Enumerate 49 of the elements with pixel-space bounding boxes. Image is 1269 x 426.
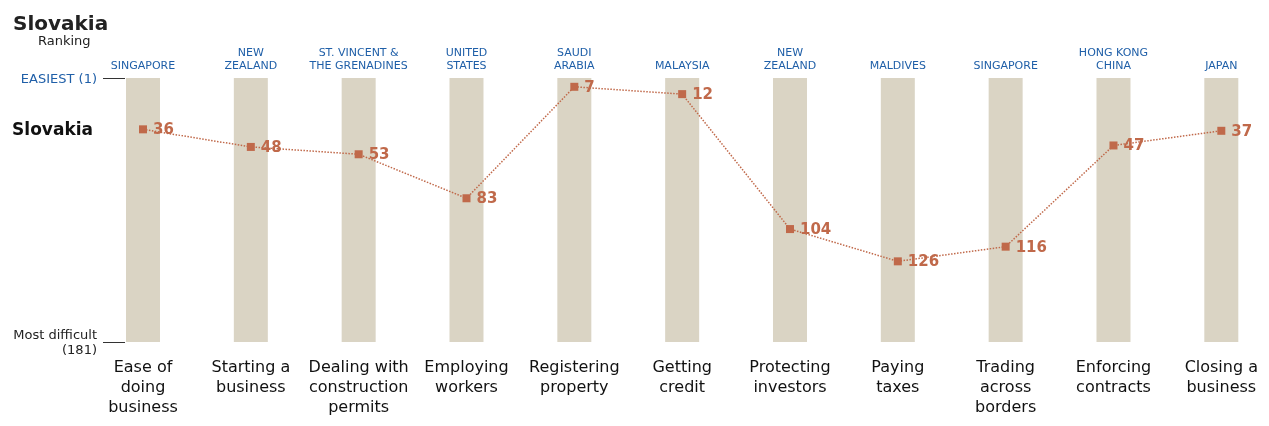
- x-tick-label: Paying taxes: [871, 356, 925, 396]
- x-tick-label: Protecting investors: [749, 356, 831, 396]
- x-tick-label: Employing workers: [424, 356, 509, 396]
- chart-title: Slovakia: [13, 11, 109, 35]
- text: Slovakia: [12, 119, 93, 140]
- data-label: 83: [476, 189, 498, 208]
- point: [139, 125, 147, 134]
- x-tick-label: Dealing with construction permits: [308, 356, 409, 416]
- x-tick-label: Starting a business: [211, 356, 291, 396]
- text: MALAYSIA: [653, 59, 711, 72]
- point: [354, 150, 363, 159]
- point: [462, 194, 471, 203]
- y-axis-title: Ranking: [38, 33, 91, 48]
- text: NEW ZEALAND: [223, 46, 279, 72]
- text: UNITED STATES: [444, 46, 489, 72]
- data-label: 48: [260, 137, 282, 156]
- point: [893, 257, 902, 266]
- x-tick-label: Trading across borders: [975, 356, 1037, 416]
- data-label: 7: [584, 77, 595, 96]
- point: [1001, 242, 1010, 251]
- x-tick-label: Ease of doing business: [108, 356, 178, 416]
- text: HONG KONG CHINA: [1077, 46, 1150, 72]
- x-tick-label: Registering property: [529, 356, 620, 396]
- text: JAPAN: [1203, 59, 1239, 72]
- data-label: 104: [799, 220, 832, 239]
- point: [678, 90, 687, 99]
- x-tick-label: Getting credit: [652, 356, 712, 396]
- point: [570, 82, 579, 91]
- data-label: 36: [153, 120, 174, 139]
- data-label: 116: [1015, 237, 1047, 256]
- point: [1109, 141, 1118, 150]
- text: SINGAPORE: [972, 59, 1039, 72]
- y-tick-label: EASIEST (1): [20, 70, 97, 86]
- x-tick-label: Enforcing contracts: [1075, 356, 1152, 396]
- point: [1217, 126, 1226, 135]
- data-label: 53: [368, 145, 390, 164]
- data-label: 37: [1231, 121, 1253, 140]
- x-tick-label: Closing a business: [1184, 356, 1258, 396]
- text: SAUDI ARABIA: [553, 46, 596, 72]
- text: SINGAPORE: [109, 59, 177, 72]
- text: NEW ZEALAND: [762, 46, 818, 72]
- data-label: 126: [907, 252, 940, 271]
- text: MALDIVES: [868, 59, 927, 72]
- data-label: 47: [1123, 136, 1145, 155]
- text: ST. VINCENT & THE GRENADINES: [308, 46, 409, 72]
- point: [785, 225, 794, 234]
- point: [246, 142, 255, 151]
- y-tick-label: Most difficult (181): [13, 327, 97, 357]
- data-label: 12: [692, 85, 714, 104]
